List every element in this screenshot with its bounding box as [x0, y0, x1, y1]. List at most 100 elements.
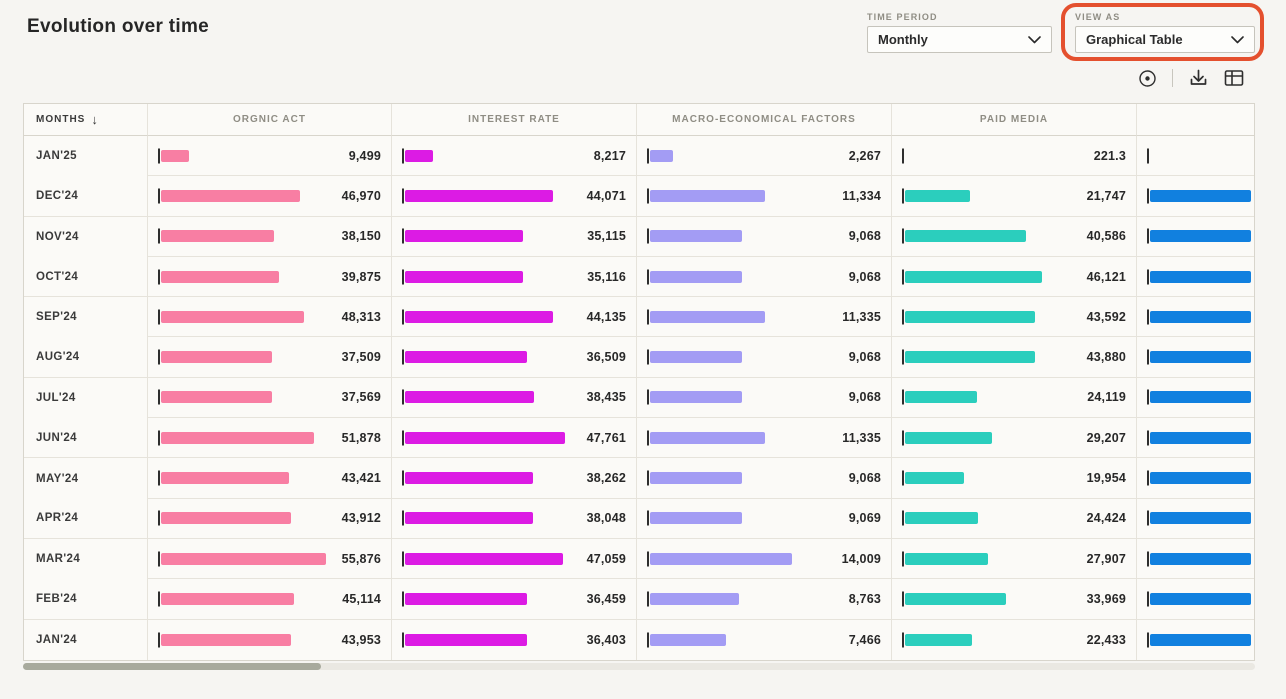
time-period-label: TIME PERIOD: [867, 12, 938, 22]
bar-baseline-tick: [1147, 510, 1149, 526]
extra-cell: [1137, 579, 1254, 620]
graphical-table: MONTHS ↓ ORGNIC ACT INTEREST RATE MACRO-ECON…: [23, 103, 1255, 661]
interest-bar: [405, 592, 528, 605]
organic-cell: 55,876: [148, 538, 392, 580]
month-cell: FEB'24: [24, 579, 148, 620]
horizontal-scrollbar-track[interactable]: [23, 663, 1255, 670]
bar-baseline-tick: [1147, 470, 1149, 486]
table-row: JUL'24 37,569 38,435 9,068 24,119: [24, 377, 1254, 419]
sort-descending-icon[interactable]: ↓: [91, 112, 99, 127]
interest-cell: 47,761: [392, 418, 637, 459]
organic-bar: [161, 552, 326, 565]
bar-baseline-tick: [902, 551, 904, 567]
paid-cell: 21,747: [892, 176, 1137, 217]
bar-baseline-tick: [1147, 188, 1149, 204]
extra-bar: [1150, 552, 1251, 565]
paid-bar: [905, 310, 1035, 323]
extra-cell: [1137, 458, 1254, 499]
bar-baseline-tick: [158, 551, 160, 567]
macro-cell: 11,334: [637, 176, 892, 217]
cell-value: 38,262: [586, 471, 626, 486]
interest-cell: 35,115: [392, 216, 637, 257]
bar-baseline-tick: [402, 470, 404, 486]
month-cell: MAR'24: [24, 538, 148, 580]
focus-mode-button[interactable]: [1138, 69, 1157, 88]
table-body: JAN'25 9,499 8,217 2,267 221.3 DEC'24 46,970 44…: [24, 136, 1254, 660]
macro-cell: 9,069: [637, 498, 892, 539]
organic-cell: 45,114: [148, 579, 392, 620]
bar-baseline-tick: [647, 228, 649, 244]
table-row: AUG'24 37,509 36,509 9,068 43,880: [24, 337, 1254, 378]
cell-value: 221.3: [1093, 148, 1126, 163]
month-cell: SEP'24: [24, 297, 148, 338]
horizontal-scrollbar-thumb[interactable]: [23, 663, 321, 670]
bar-baseline-tick: [1147, 591, 1149, 607]
extra-cell: [1137, 217, 1254, 257]
table-row: MAY'24 43,421 38,262 9,068 19,954: [24, 458, 1254, 499]
macro-bar: [650, 472, 742, 485]
bar-baseline-tick: [158, 510, 160, 526]
column-header-label: INTEREST RATE: [468, 114, 560, 125]
cell-value: 43,912: [341, 511, 381, 526]
bar-baseline-tick: [647, 349, 649, 365]
bar-baseline-tick: [158, 470, 160, 486]
bar-baseline-tick: [647, 591, 649, 607]
organic-bar: [161, 592, 295, 605]
macro-cell: 7,466: [637, 619, 892, 660]
bar-baseline-tick: [402, 430, 404, 446]
view-as-select[interactable]: Graphical Table: [1075, 26, 1255, 53]
macro-bar: [650, 270, 742, 283]
bar-baseline-tick: [402, 188, 404, 204]
organic-cell: 39,875: [148, 256, 392, 298]
bar-baseline-tick: [1147, 228, 1149, 244]
bar-baseline-tick: [402, 632, 404, 648]
month-cell: JUN'24: [24, 418, 148, 459]
table-row: FEB'24 45,114 36,459 8,763 33,969: [24, 579, 1254, 620]
macro-cell: 9,068: [637, 337, 892, 378]
cell-value: 43,421: [341, 471, 381, 486]
paid-cell: 33,969: [892, 579, 1137, 620]
bar-baseline-tick: [902, 470, 904, 486]
bar-baseline-tick: [158, 632, 160, 648]
time-period-select[interactable]: Monthly: [867, 26, 1052, 53]
interest-cell: 47,059: [392, 538, 637, 580]
interest-cell: 38,048: [392, 498, 637, 539]
bar-baseline-tick: [1147, 430, 1149, 446]
extra-cell: [1137, 337, 1254, 378]
table-row: JUN'24 51,878 47,761 11,335 29,207: [24, 418, 1254, 459]
extra-bar: [1150, 431, 1251, 444]
macro-bar: [650, 592, 739, 605]
cell-value: 21,747: [1086, 188, 1126, 203]
paid-bar: [905, 351, 1036, 364]
bar-baseline-tick: [402, 389, 404, 405]
bar-baseline-tick: [647, 188, 649, 204]
column-header-label: MONTHS: [36, 114, 86, 125]
chevron-down-icon: [1028, 35, 1041, 43]
bar-baseline-tick: [158, 430, 160, 446]
macro-bar: [650, 391, 742, 404]
interest-cell: 8,217: [392, 136, 637, 177]
extra-bar: [1150, 189, 1251, 202]
interest-cell: 35,116: [392, 256, 637, 298]
paid-cell: 24,424: [892, 498, 1137, 539]
bar-baseline-tick: [402, 591, 404, 607]
paid-cell: 40,586: [892, 216, 1137, 257]
organic-bar: [161, 391, 272, 404]
extra-cell: [1137, 176, 1254, 217]
macro-bar: [650, 512, 742, 525]
extra-bar: [1150, 512, 1251, 525]
bar-baseline-tick: [902, 188, 904, 204]
extra-bar: [1150, 230, 1251, 243]
bar-baseline-tick: [402, 269, 404, 285]
table-row: DEC'24 46,970 44,071 11,334 21,747: [24, 176, 1254, 217]
column-header-label: ORGNIC ACT: [233, 114, 306, 125]
macro-bar: [650, 552, 792, 565]
cell-value: 43,953: [341, 632, 381, 647]
download-button[interactable]: [1188, 68, 1209, 88]
paid-cell: 22,433: [892, 619, 1137, 660]
column-header-month[interactable]: MONTHS ↓: [24, 104, 148, 136]
bar-baseline-tick: [902, 269, 904, 285]
cell-value: 11,335: [842, 309, 881, 324]
toolbar: [1138, 66, 1244, 90]
table-view-button[interactable]: [1224, 69, 1244, 87]
